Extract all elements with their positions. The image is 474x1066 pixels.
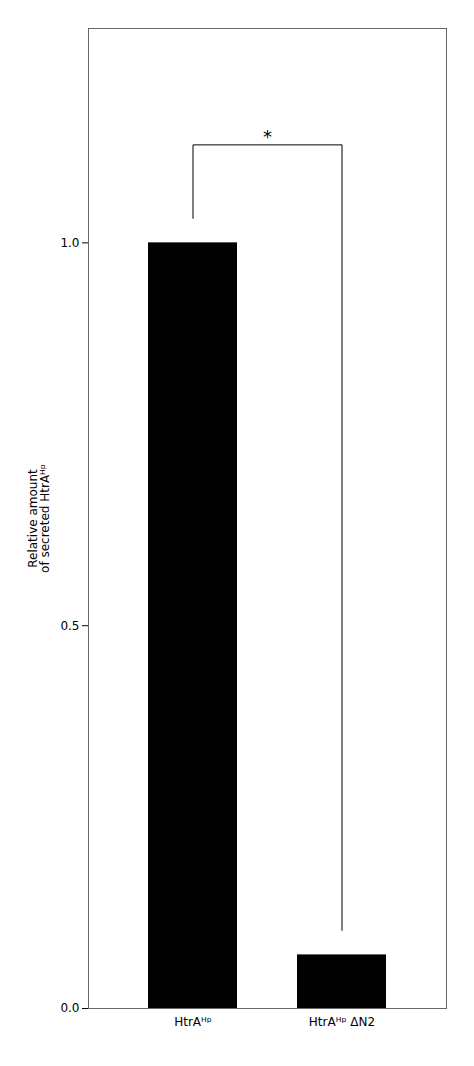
svg-text:1.0: 1.0 [60,236,79,250]
svg-text:HtrAᴴᵖ: HtrAᴴᵖ [174,1015,212,1029]
svg-text:Relative amountof secreted Htr: Relative amountof secreted HtrAᴴᵖ [26,464,52,573]
svg-text:*: * [263,126,272,147]
svg-text:0.5: 0.5 [60,619,79,633]
svg-text:HtrAᴴᵖ ΔN2: HtrAᴴᵖ ΔN2 [309,1015,375,1029]
svg-text:0.0: 0.0 [60,1001,79,1015]
